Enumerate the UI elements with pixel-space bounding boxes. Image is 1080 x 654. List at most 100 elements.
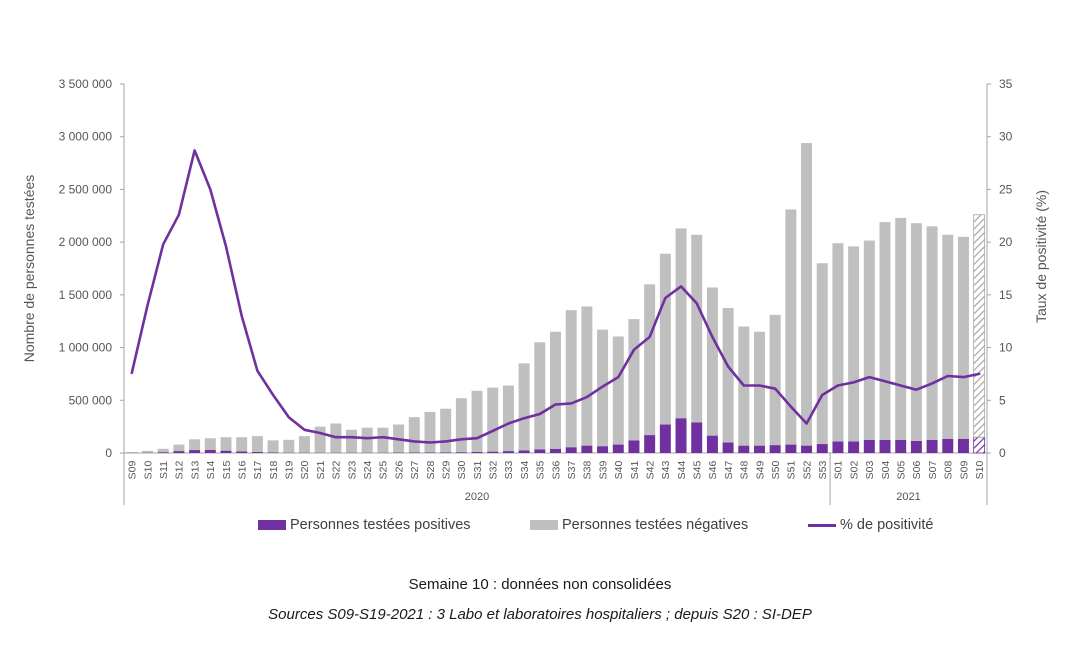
x-tick-label: S18 xyxy=(268,461,280,480)
x-tick-label: S32 xyxy=(488,461,500,480)
x-tick-label: S17 xyxy=(252,461,264,480)
bar-negatives xyxy=(565,310,577,448)
y-left-tick-label: 0 xyxy=(105,446,112,460)
bar-negatives xyxy=(518,363,530,451)
legend-label-negatives: Personnes testées négatives xyxy=(562,517,749,533)
note-unconsolidated: Semaine 10 : données non consolidées xyxy=(408,576,672,593)
bar-positives xyxy=(267,452,279,453)
x-tick-label: S44 xyxy=(676,461,688,480)
bar-negatives xyxy=(957,236,969,439)
y-right-tick-label: 5 xyxy=(999,393,1006,407)
bar-negatives xyxy=(832,243,844,442)
x-tick-label: S12 xyxy=(174,461,186,480)
x-tick-label: S53 xyxy=(817,461,829,480)
bar-negatives xyxy=(534,342,546,450)
bar-negatives xyxy=(550,331,561,449)
bar-negatives xyxy=(408,417,420,453)
bar-positives xyxy=(628,440,640,453)
bar-negatives xyxy=(298,436,310,453)
bar-negatives xyxy=(644,284,656,436)
bar-negatives xyxy=(706,287,718,436)
bar-positives xyxy=(236,451,248,453)
bar-positives xyxy=(769,445,781,453)
x-tick-label: S19 xyxy=(284,461,296,480)
bar-negatives xyxy=(236,437,248,452)
x-tick-label: S14 xyxy=(205,461,217,480)
x-tick-label: S37 xyxy=(566,461,578,480)
legend-item-positives: Personnes testées positives xyxy=(258,514,471,536)
bar-negatives xyxy=(753,331,765,446)
legend-item-negatives: Personnes testées négatives xyxy=(530,514,748,536)
bar-negatives xyxy=(157,448,169,453)
x-tick-label: S45 xyxy=(692,461,704,480)
bar-positives xyxy=(518,450,530,453)
bar-positives xyxy=(251,451,263,453)
bar-negatives xyxy=(502,385,514,452)
bar-negatives xyxy=(487,387,499,452)
x-tick-label: S09 xyxy=(958,461,970,480)
x-tick-label: S43 xyxy=(660,461,672,480)
bar-negatives xyxy=(267,440,279,453)
y-right-axis-title: Taux de positivité (%) xyxy=(1033,190,1049,323)
x-tick-label: S40 xyxy=(613,461,625,480)
bar-negatives xyxy=(722,308,734,443)
bar-negatives xyxy=(910,223,922,441)
x-tick-label: S33 xyxy=(503,461,515,480)
bar-negatives xyxy=(173,444,185,452)
bar-positives xyxy=(612,444,624,453)
bar-positives xyxy=(220,450,232,453)
x-tick-label: S21 xyxy=(315,461,327,480)
y-left-tick-label: 500 000 xyxy=(69,393,113,407)
bar-negatives xyxy=(659,253,671,425)
bar-positives xyxy=(973,436,986,454)
x-tick-label: S13 xyxy=(189,461,201,480)
x-tick-label: S25 xyxy=(378,461,390,480)
bar-negatives xyxy=(769,314,781,446)
legend-swatch-positives xyxy=(258,520,286,530)
legend: Personnes testées positives Personnes te… xyxy=(0,514,1080,536)
x-tick-label: S01 xyxy=(833,461,845,480)
x-tick-label: S46 xyxy=(707,461,719,480)
bar-positives xyxy=(455,452,467,453)
bar-negatives xyxy=(346,429,358,453)
x-tick-label: S05 xyxy=(896,461,908,480)
y-left-tick-label: 3 000 000 xyxy=(59,130,113,144)
bar-negatives xyxy=(361,427,373,453)
bar-negatives xyxy=(189,439,201,451)
bar-negatives xyxy=(801,143,813,446)
y-right-tick-label: 10 xyxy=(999,341,1013,355)
bar-negatives xyxy=(675,228,687,419)
bar-negatives xyxy=(785,209,797,445)
x-tick-label: S38 xyxy=(582,461,594,480)
legend-line-positivity xyxy=(808,523,836,527)
x-year-label: 2021 xyxy=(896,491,920,503)
chart-area: 0 500 000 1 000 000 1 500 000 2 000 000 2 500… xyxy=(21,77,1049,505)
x-tick-label: S11 xyxy=(158,461,170,479)
bar-negatives xyxy=(377,427,389,453)
bar-positives xyxy=(565,447,577,453)
x-tick-label: S10 xyxy=(142,461,154,480)
bar-negatives xyxy=(942,234,954,439)
bar-positives xyxy=(189,450,201,453)
note-sources: Sources S09-S19-2021 : 3 Labo et laborat… xyxy=(268,606,812,623)
bar-negatives xyxy=(926,226,938,440)
bar-positives xyxy=(785,444,797,453)
bar-negatives xyxy=(455,398,467,453)
bar-positives xyxy=(487,451,499,453)
x-tick-label: S34 xyxy=(519,461,531,480)
bar-positives xyxy=(471,451,483,453)
bar-positives xyxy=(502,451,514,453)
x-tick-label: S03 xyxy=(864,461,876,480)
bar-positives xyxy=(173,451,185,453)
bar-positives xyxy=(848,441,860,453)
bar-negatives xyxy=(895,217,907,440)
legend-label-positivity: % de positivité xyxy=(840,517,934,533)
bar-positives xyxy=(879,439,891,453)
y-right-tick-label: 25 xyxy=(999,182,1013,196)
bar-positives xyxy=(722,442,734,453)
chart-svg: 0 500 000 1 000 000 1 500 000 2 000 000 2 500… xyxy=(21,77,1049,505)
legend-swatch-negatives xyxy=(530,520,558,530)
bar-negatives xyxy=(471,390,483,452)
x-tick-label: S27 xyxy=(409,461,421,480)
bar-positives xyxy=(644,435,656,453)
